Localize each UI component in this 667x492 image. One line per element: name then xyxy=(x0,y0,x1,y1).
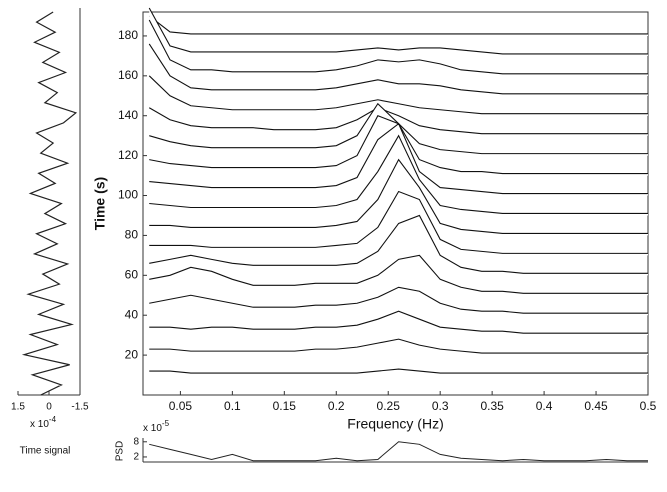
trace-fill xyxy=(149,287,649,316)
x-tick-label: 0.4 xyxy=(536,399,553,413)
y-axis-label: PSD xyxy=(115,441,126,462)
trace-line xyxy=(148,7,648,55)
x-tick-label: 0.1 xyxy=(224,399,241,413)
y-tick-label: 120 xyxy=(118,148,138,162)
trace-fill xyxy=(149,107,649,136)
multiplier-exponent: -5 xyxy=(162,419,170,428)
trace-fill xyxy=(149,339,649,356)
y-tick-label: 80 xyxy=(125,228,139,242)
trace-fill xyxy=(149,215,649,276)
x-axis-label: Frequency (Hz) xyxy=(347,416,443,432)
x-tick-label: 0.15 xyxy=(273,399,297,413)
x-tick-label: 0.05 xyxy=(169,399,193,413)
y-tick-label: 8 xyxy=(133,436,139,447)
y-axis-label: Time (s) xyxy=(92,177,108,230)
trace-fill xyxy=(149,255,649,296)
trace-line xyxy=(148,107,648,135)
y-tick-label: 160 xyxy=(118,68,138,82)
multiplier: x 10-4 xyxy=(30,415,57,430)
trace-line xyxy=(149,286,648,314)
y-tick-label: 20 xyxy=(125,347,139,361)
x-tick-label: 0.5 xyxy=(640,399,657,413)
x-tick-label: 0.2 xyxy=(328,399,345,413)
trace-line xyxy=(149,368,648,374)
trace-line xyxy=(148,15,648,35)
trace-line xyxy=(149,134,648,215)
multiplier-exponent: -4 xyxy=(49,415,57,424)
multiplier: x 10-5 xyxy=(143,419,170,434)
psd-line xyxy=(149,441,648,462)
x-tick-label: 0.35 xyxy=(480,399,504,413)
multiplier-base: x 10 xyxy=(30,419,49,430)
trace-line xyxy=(149,310,648,334)
x-tick-label: 1.5 xyxy=(11,402,25,413)
trace-line xyxy=(149,158,648,234)
y-tick-label: 100 xyxy=(118,188,138,202)
y-tick-label: 40 xyxy=(125,307,139,321)
x-tick-label: 0 xyxy=(46,402,52,413)
x-tick-label: 0.3 xyxy=(432,399,449,413)
trace-line xyxy=(148,75,648,115)
signal-line xyxy=(21,11,78,396)
y-tick-label: 140 xyxy=(118,108,138,122)
x-tick-label: 0.25 xyxy=(377,399,401,413)
x-tick-label: -1.5 xyxy=(71,402,89,413)
trace-fill xyxy=(149,75,649,116)
trace-fill xyxy=(149,43,649,96)
x-axis-label: Time signal xyxy=(20,446,71,457)
trace-line xyxy=(149,254,648,294)
trace-line xyxy=(149,338,648,354)
trace-line xyxy=(148,43,648,95)
multiplier-base: x 10 xyxy=(143,423,162,434)
trace-line xyxy=(148,19,648,75)
trace-line xyxy=(149,214,648,274)
y-tick-label: 60 xyxy=(125,267,139,281)
x-tick-label: 0.45 xyxy=(584,399,608,413)
trace-line xyxy=(149,122,648,195)
y-tick-label: 180 xyxy=(118,28,138,42)
y-tick-label: 2 xyxy=(133,452,139,463)
trace-line xyxy=(149,190,648,254)
